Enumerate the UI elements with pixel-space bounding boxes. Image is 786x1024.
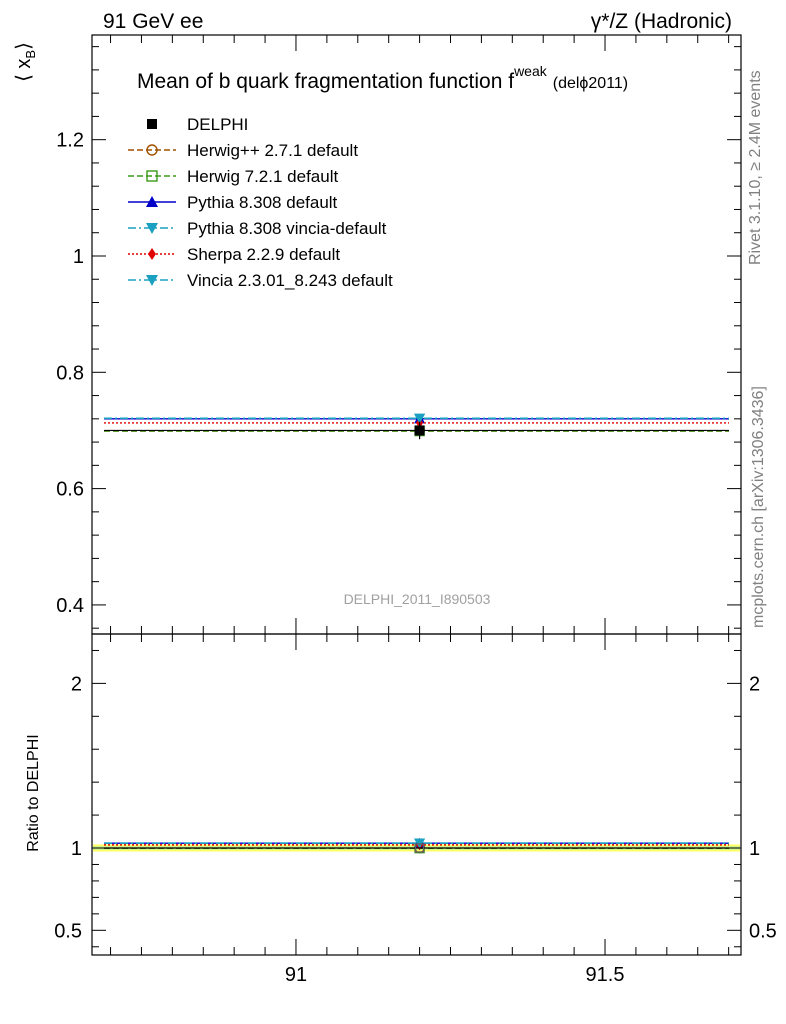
rivet-label: Rivet 3.1.10, ≥ 2.4M events: [747, 70, 764, 265]
legend-marker-herwig-2-7-1-default: [146, 144, 158, 156]
legend-label-pythia-8-308-default: Pythia 8.308 default: [187, 193, 338, 212]
mcplots-label: mcplots.cern.ch [arXiv:1306.3436]: [750, 386, 767, 628]
ratio-tick-label-left: 2: [71, 673, 82, 695]
data-point-delphi: [414, 425, 425, 436]
y-tick-label: 0.4: [56, 595, 84, 617]
title-suffix: (delϕ2011): [553, 75, 628, 92]
ratio-ylabel: Ratio to DELPHI: [25, 734, 42, 851]
legend-label-delphi: DELPHI: [187, 115, 248, 134]
legend-marker-sherpa-2-2-9-default: [148, 248, 156, 260]
axes: 0.4 0.6 0.8 1 1.2 0.5 0.5 1 1 2 2 91 91.5: [54, 34, 777, 986]
y-axis-label: ⟨ xB⟩: [13, 42, 38, 82]
ratio-plot: [93, 837, 740, 854]
legend-label-herwig-7-2-1-default: Herwig 7.2.1 default: [187, 167, 338, 186]
y-tick-label: 0.6: [56, 479, 84, 501]
chart-title: Mean of b quark fragmentation function f…: [137, 63, 628, 93]
legend-label-vincia-2-3-01-8-243-default: Vincia 2.3.01_8.243 default: [187, 271, 393, 290]
legend-label-herwig-2-7-1-default: Herwig++ 2.7.1 default: [187, 141, 358, 160]
ratio-tick-label-left: 0.5: [54, 920, 82, 942]
y-tick-label: 0.8: [56, 362, 84, 384]
ratio-frame: [91, 633, 742, 956]
x-tick-label: 91: [285, 964, 307, 986]
legend-marker-pythia-8-308-vincia-default: [146, 223, 158, 234]
ratio-point-delphi: [414, 843, 425, 853]
legend-marker-pythia-8-308-default: [146, 196, 158, 207]
legend-marker-delphi: [147, 119, 157, 129]
title-main: Mean of b quark fragmentation function f: [137, 70, 514, 93]
ylabel-open: ⟨ x: [13, 59, 35, 82]
legend-label-pythia-8-308-vincia-default: Pythia 8.308 vincia-default: [187, 219, 387, 238]
main-plot: [104, 413, 729, 440]
legend-marker-vincia-2-3-01-8-243-default: [146, 275, 158, 286]
title-superscript: weak: [513, 63, 548, 79]
analysis-watermark: DELPHI_2011_I890503: [344, 591, 491, 607]
y-tick-label: 1: [73, 246, 84, 268]
svg-text:⟨ xB⟩: ⟨ xB⟩: [13, 42, 38, 82]
ylabel-sub: B: [23, 50, 38, 59]
ylabel-close: ⟩: [13, 42, 35, 50]
ratio-tick-label-right: 0.5: [749, 920, 777, 942]
header-left: 91 GeV ee: [103, 10, 203, 33]
series-point-vincia-2-3-01-8-243-default: [414, 413, 426, 424]
ratio-tick-label-right: 2: [749, 673, 760, 695]
y-tick-label: 1.2: [56, 130, 84, 152]
header-right: γ*/Z (Hadronic): [591, 10, 732, 33]
legend-label-sherpa-2-2-9-default: Sherpa 2.2.9 default: [187, 245, 340, 264]
ratio-tick-label-right: 1: [749, 838, 760, 860]
x-tick-label: 91.5: [586, 964, 625, 986]
ratio-tick-label-left: 1: [71, 838, 82, 860]
legend-marker-herwig-7-2-1-default: [146, 170, 158, 182]
legend: DELPHI Herwig++ 2.7.1 default Herwig 7.2.1…: [128, 115, 393, 290]
